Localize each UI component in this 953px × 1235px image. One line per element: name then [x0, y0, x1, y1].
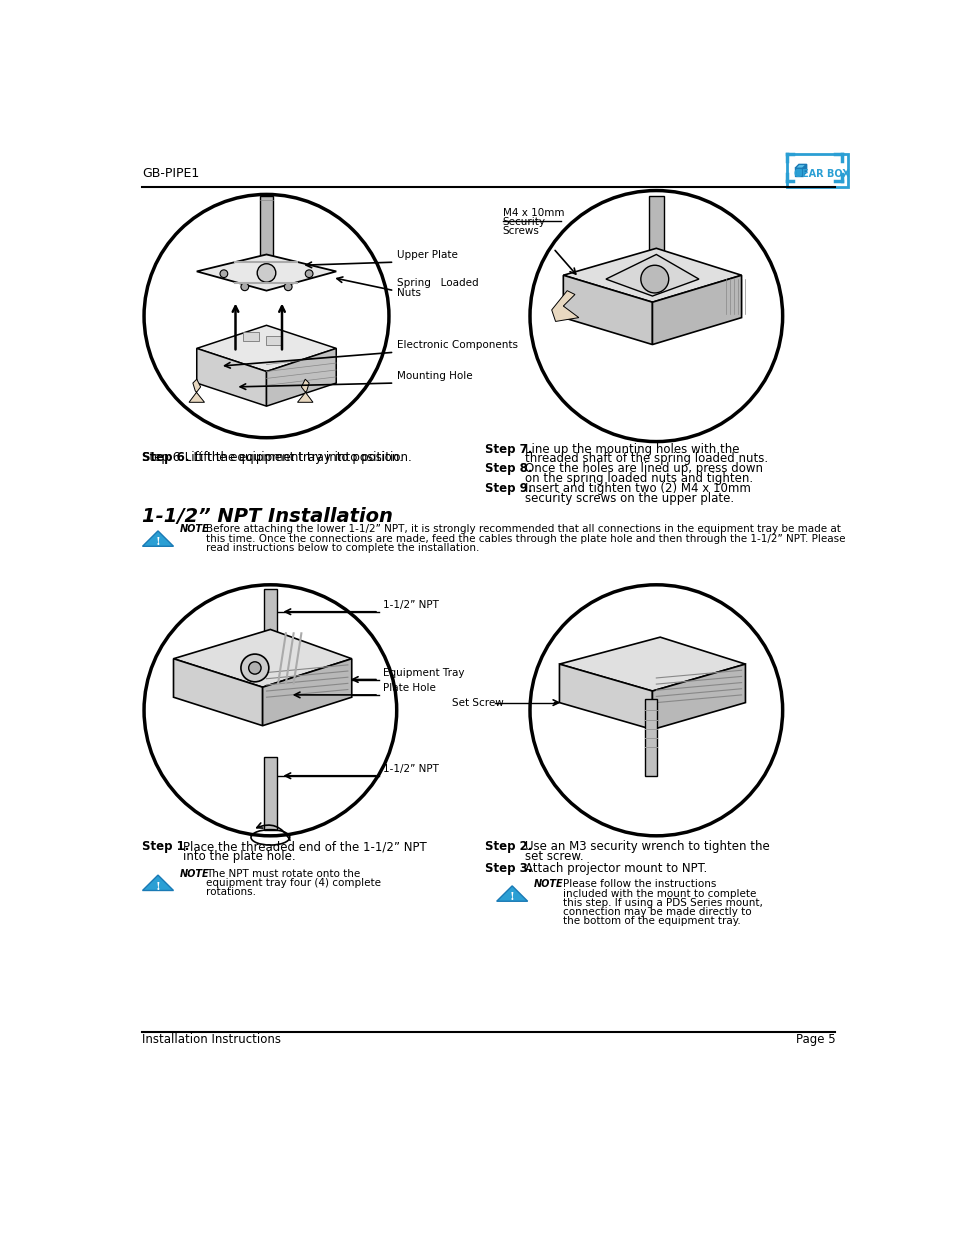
Polygon shape: [558, 637, 744, 692]
Polygon shape: [196, 348, 266, 406]
Text: Insert and tighten two (2) M4 x 10mm: Insert and tighten two (2) M4 x 10mm: [525, 483, 750, 495]
FancyBboxPatch shape: [243, 332, 258, 341]
Circle shape: [305, 270, 313, 278]
Text: Step 2.: Step 2.: [484, 841, 532, 853]
Text: !: !: [155, 536, 160, 547]
Text: set screw.: set screw.: [525, 851, 583, 863]
Polygon shape: [794, 168, 802, 175]
Text: Step 9.: Step 9.: [484, 483, 532, 495]
Text: Step 8.: Step 8.: [484, 462, 532, 475]
Text: Before attaching the lower 1-1/2” NPT, it is strongly recommended that all conne: Before attaching the lower 1-1/2” NPT, i…: [206, 525, 840, 535]
Text: Line up the mounting holes with the: Line up the mounting holes with the: [525, 443, 740, 456]
Text: Step 7.: Step 7.: [484, 443, 532, 456]
Polygon shape: [562, 275, 652, 345]
Circle shape: [249, 662, 261, 674]
Text: GB-PIPE1: GB-PIPE1: [142, 168, 199, 180]
Text: rotations.: rotations.: [206, 887, 255, 897]
Circle shape: [144, 194, 389, 437]
Text: into the plate hole.: into the plate hole.: [183, 851, 295, 863]
Polygon shape: [173, 658, 262, 726]
Text: Once the holes are lined up, press down: Once the holes are lined up, press down: [525, 462, 762, 475]
Text: on the spring loaded nuts and tighten.: on the spring loaded nuts and tighten.: [525, 472, 753, 484]
Circle shape: [530, 190, 781, 442]
Text: Set Screw: Set Screw: [452, 698, 504, 708]
Circle shape: [640, 266, 668, 293]
Text: NOTE: NOTE: [179, 868, 209, 878]
Circle shape: [220, 270, 228, 278]
Text: !: !: [509, 892, 514, 903]
Circle shape: [530, 585, 781, 836]
Text: Page 5: Page 5: [795, 1032, 835, 1046]
Polygon shape: [605, 254, 699, 296]
Text: security screws on the upper plate.: security screws on the upper plate.: [525, 492, 734, 505]
Polygon shape: [652, 664, 744, 730]
Polygon shape: [196, 325, 335, 372]
FancyBboxPatch shape: [264, 589, 276, 666]
Text: read instructions below to complete the installation.: read instructions below to complete the …: [206, 543, 479, 553]
Polygon shape: [497, 885, 527, 902]
Text: Nuts: Nuts: [396, 288, 420, 298]
Text: M4 x 10mm: M4 x 10mm: [502, 207, 564, 217]
Text: Step 3.: Step 3.: [484, 862, 532, 876]
Text: Place the threaded end of the 1-1/2” NPT: Place the threaded end of the 1-1/2” NPT: [183, 841, 426, 853]
Text: Please follow the instructions: Please follow the instructions: [562, 879, 715, 889]
Text: threaded shaft of the spring loaded nuts.: threaded shaft of the spring loaded nuts…: [525, 452, 768, 466]
Text: Electronic Components: Electronic Components: [396, 340, 517, 350]
Polygon shape: [142, 876, 173, 890]
Circle shape: [257, 264, 275, 282]
Polygon shape: [266, 348, 335, 406]
Polygon shape: [189, 379, 204, 403]
Text: NOTE: NOTE: [179, 525, 209, 535]
Polygon shape: [196, 254, 335, 290]
FancyBboxPatch shape: [648, 196, 663, 273]
FancyBboxPatch shape: [259, 196, 274, 262]
Text: Step 1.: Step 1.: [142, 841, 190, 853]
Polygon shape: [794, 164, 806, 168]
Polygon shape: [562, 248, 740, 303]
Text: The NPT must rotate onto the: The NPT must rotate onto the: [206, 868, 360, 878]
Text: Attach projector mount to NPT.: Attach projector mount to NPT.: [525, 862, 707, 876]
FancyBboxPatch shape: [264, 757, 276, 830]
Polygon shape: [652, 275, 740, 345]
Polygon shape: [551, 290, 578, 321]
Text: equipment tray four (4) complete: equipment tray four (4) complete: [206, 878, 380, 888]
Text: Screws: Screws: [502, 226, 539, 236]
Polygon shape: [173, 630, 352, 687]
Circle shape: [241, 283, 249, 290]
Text: Spring   Loaded: Spring Loaded: [396, 278, 477, 288]
Text: 1-1/2” NPT: 1-1/2” NPT: [382, 600, 438, 610]
Text: GEAR BOX: GEAR BOX: [794, 169, 849, 179]
Circle shape: [284, 283, 292, 290]
Text: Step 6.: Step 6.: [142, 451, 190, 464]
Text: 1-1/2” NPT: 1-1/2” NPT: [382, 764, 438, 774]
Polygon shape: [262, 658, 352, 726]
Polygon shape: [558, 664, 652, 730]
Text: Plate Hole: Plate Hole: [382, 683, 436, 693]
Text: connection may be made directly to: connection may be made directly to: [562, 908, 750, 918]
Text: Security: Security: [502, 217, 545, 227]
Circle shape: [144, 585, 396, 836]
Text: !: !: [155, 881, 160, 892]
Text: Mounting Hole: Mounting Hole: [396, 370, 472, 380]
Polygon shape: [297, 379, 313, 403]
FancyBboxPatch shape: [266, 336, 282, 346]
Text: 1-1/2” NPT Installation: 1-1/2” NPT Installation: [142, 506, 393, 526]
Text: Step 6.  Lift the equipment tray into position.: Step 6. Lift the equipment tray into pos…: [142, 451, 412, 464]
Text: Installation Instructions: Installation Instructions: [142, 1032, 281, 1046]
Polygon shape: [142, 531, 173, 546]
Circle shape: [241, 655, 269, 682]
Text: Upper Plate: Upper Plate: [396, 249, 457, 259]
FancyBboxPatch shape: [644, 699, 657, 776]
Text: Lift the equipment tray into position.: Lift the equipment tray into position.: [181, 451, 403, 464]
Text: Use an M3 security wrench to tighten the: Use an M3 security wrench to tighten the: [525, 841, 769, 853]
Text: this step. If using a PDS Series mount,: this step. If using a PDS Series mount,: [562, 898, 761, 908]
Text: NOTE: NOTE: [534, 879, 563, 889]
Text: included with the mount to complete: included with the mount to complete: [562, 889, 755, 899]
Polygon shape: [802, 164, 806, 175]
Text: this time. Once the connections are made, feed the cables through the plate hole: this time. Once the connections are made…: [206, 534, 844, 543]
Text: Equipment Tray: Equipment Tray: [382, 668, 464, 678]
Text: the bottom of the equipment tray.: the bottom of the equipment tray.: [562, 916, 740, 926]
FancyBboxPatch shape: [786, 154, 847, 186]
